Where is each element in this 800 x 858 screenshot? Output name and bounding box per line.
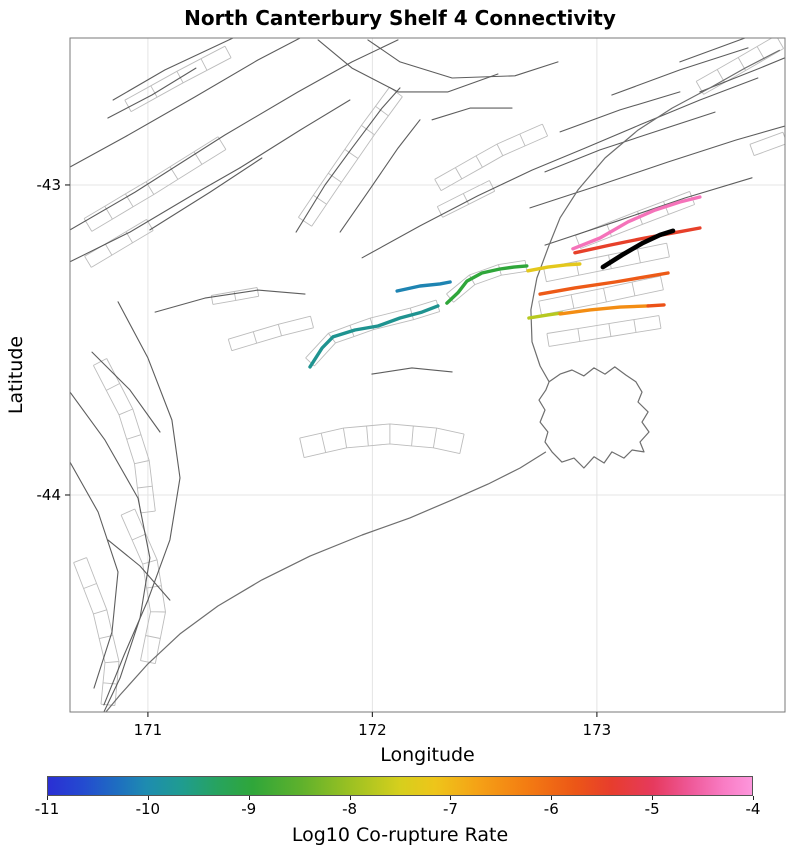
colorbar-tick-labels: -11 -10 -9 -8 -7 -6 -5 -4 xyxy=(35,800,761,819)
colorbar-tickmark xyxy=(551,796,553,800)
colorbar: -11 -10 -9 -8 -7 -6 -5 -4 Log10 Co-rupture Rate xyxy=(35,776,761,846)
corupture-faults xyxy=(308,195,702,369)
colorbar-tick-label: -6 xyxy=(543,800,559,818)
colorbar-tick-label: -9 xyxy=(241,800,257,818)
svg-text:171: 171 xyxy=(134,721,163,739)
background-fault-traces xyxy=(70,38,785,712)
svg-text:-44: -44 xyxy=(37,486,62,504)
colorbar-tick-label: -7 xyxy=(442,800,458,818)
colorbar-tick-label: -4 xyxy=(745,800,761,818)
colorbar-tickmark xyxy=(147,796,149,800)
x-axis-label: Longitude xyxy=(380,744,475,766)
coastline xyxy=(105,49,781,712)
fault-surface-outlines xyxy=(73,38,785,706)
svg-text:173: 173 xyxy=(583,721,612,739)
plot-border xyxy=(69,37,786,713)
map-plot: 171 172 173 -43 -44 xyxy=(37,37,786,739)
colorbar-tick-label: -5 xyxy=(644,800,660,818)
colorbar-tickmark xyxy=(349,796,351,800)
target-fault-trace xyxy=(600,228,676,270)
colorbar-tickmark xyxy=(248,796,250,800)
gridlines xyxy=(70,38,785,712)
colorbar-tickmarks xyxy=(47,796,754,800)
colorbar-label: Log10 Co-rupture Rate xyxy=(291,824,509,846)
colorbar-tickmark xyxy=(753,796,754,800)
colorbar-gradient xyxy=(47,776,753,796)
colorbar-tick-label: -8 xyxy=(342,800,358,818)
colorbar-tick-label: -10 xyxy=(135,800,161,818)
colorbar-tick-label: -11 xyxy=(34,800,60,818)
axis-tick-labels: 171 172 173 -43 -44 xyxy=(37,176,612,739)
colorbar-tickmark xyxy=(450,796,452,800)
axis-ticks xyxy=(65,184,598,717)
svg-text:172: 172 xyxy=(358,721,387,739)
svg-text:-43: -43 xyxy=(37,176,62,194)
colorbar-tickmark xyxy=(47,796,48,800)
figure-title: North Canterbury Shelf 4 Connectivity xyxy=(184,6,616,30)
colorbar-tickmark xyxy=(652,796,654,800)
